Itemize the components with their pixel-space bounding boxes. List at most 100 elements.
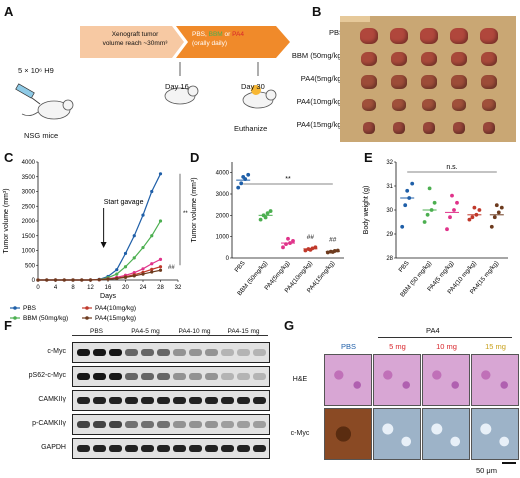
data-point <box>499 205 504 210</box>
tumor-sample <box>392 122 406 134</box>
data-point <box>422 220 427 224</box>
category-label: PBS <box>397 260 410 274</box>
tumor-row-label: BBM (50mg/kg) <box>291 51 344 60</box>
tumor-sample <box>480 51 498 67</box>
blot-group-label: PBS <box>72 328 121 336</box>
y-tick-label: 3000 <box>216 192 230 198</box>
tumor-sample <box>391 75 407 89</box>
y-axis-label: Tumor volume (mm³) <box>191 177 198 242</box>
legend-marker <box>85 316 89 320</box>
y-axis-label: Tumor volume (mm³) <box>3 188 10 253</box>
blot-strip <box>72 390 270 411</box>
y-tick-label: 29 <box>386 232 393 238</box>
blot-band <box>173 397 186 404</box>
x-tick-label: 32 <box>175 285 182 291</box>
pa4-header: PA4 <box>426 326 440 335</box>
panel-a: 5 × 10⁶ H9 NSG mice Xenograft tumor volu… <box>0 0 300 145</box>
data-point <box>236 185 241 190</box>
blot-group-label: PA4-10 mg <box>170 328 219 336</box>
y-tick-label: 32 <box>386 160 393 166</box>
data-point <box>115 268 119 272</box>
arrow-head <box>100 242 107 248</box>
x-tick-label: 12 <box>87 285 94 291</box>
histology-column-label: 10 mg <box>436 342 457 351</box>
data-point <box>158 268 163 272</box>
data-point <box>427 186 432 191</box>
y-tick-label: 1500 <box>22 234 36 240</box>
data-point <box>489 224 494 229</box>
data-point <box>263 215 268 220</box>
tumor-sample <box>360 28 378 44</box>
histology-column-label: 5 mg <box>389 342 406 351</box>
data-point <box>494 203 499 208</box>
blot-band <box>109 349 122 356</box>
data-point <box>325 250 330 255</box>
blot-band <box>189 445 202 452</box>
blot-band <box>141 349 154 356</box>
histology-column-label: PBS <box>340 342 356 351</box>
blot-band <box>125 349 138 356</box>
blot-band <box>237 421 250 428</box>
data-point <box>123 265 128 269</box>
data-point <box>62 278 66 282</box>
chart-c-tumor-volume-line: 0 500 1000 1500 2000 2500 3000 3500 4000 0 4 8 12 16 2… <box>3 160 188 322</box>
tumor-sample <box>450 51 468 67</box>
blot-band <box>157 373 170 380</box>
data-point <box>141 245 145 250</box>
data-point <box>150 267 154 271</box>
blot-band <box>93 421 106 428</box>
y-tick-label: 28 <box>386 256 393 262</box>
blot-band <box>141 373 154 380</box>
sig-label: n.s. <box>446 164 457 171</box>
timeline-arrows <box>80 26 290 58</box>
data-point <box>241 175 246 179</box>
sig-hash: ## <box>329 237 337 244</box>
data-point <box>400 224 405 229</box>
tumor-row-label: PA4(15mg/kg) <box>296 120 344 129</box>
blot-strip <box>72 366 270 387</box>
data-point <box>141 272 145 276</box>
box2-pa4: PA4 <box>232 31 244 38</box>
data-point <box>80 278 84 282</box>
data-point <box>106 277 110 281</box>
blot-band <box>173 373 186 380</box>
blot-band <box>77 373 90 380</box>
legend-marker <box>85 306 89 310</box>
data-point <box>141 213 145 217</box>
tumor-sample <box>480 28 498 44</box>
blot-row-label: CAMKIIγ <box>38 396 66 403</box>
data-point <box>407 196 412 200</box>
blot-row-label: GAPDH <box>41 444 66 451</box>
series-line <box>38 173 162 281</box>
data-point <box>132 234 136 238</box>
data-point <box>150 189 154 194</box>
y-tick-label: 30 <box>386 208 393 214</box>
tumor-sample <box>362 122 376 134</box>
blot-band <box>141 397 154 404</box>
data-point <box>158 265 163 269</box>
sig-hash: ## <box>168 265 175 271</box>
blot-band <box>205 373 218 380</box>
legend-marker <box>13 306 17 310</box>
x-tick-label: 24 <box>140 285 147 291</box>
blot-band <box>221 373 234 380</box>
histology-image <box>324 354 372 406</box>
blot-band <box>189 349 202 356</box>
blot-band <box>237 445 250 452</box>
panel-g-histology: PA4 PBS 5 mg 10 mg 15 mg H&E c-Myc 50 μm <box>280 318 520 478</box>
y-tick-label: 4000 <box>216 171 230 177</box>
histology-image <box>471 408 519 460</box>
x-tick-label: 28 <box>157 285 164 291</box>
tumor-sample <box>452 98 466 112</box>
data-point <box>470 215 475 220</box>
blot-band <box>253 421 266 428</box>
blot-band <box>237 373 250 380</box>
sig-label: ** <box>183 211 188 217</box>
data-point <box>150 262 154 266</box>
tumor-sample <box>482 122 496 134</box>
cells-label: 5 × 10⁶ H9 <box>18 66 54 75</box>
day-mice-illustration <box>164 62 277 109</box>
data-point <box>97 278 101 282</box>
